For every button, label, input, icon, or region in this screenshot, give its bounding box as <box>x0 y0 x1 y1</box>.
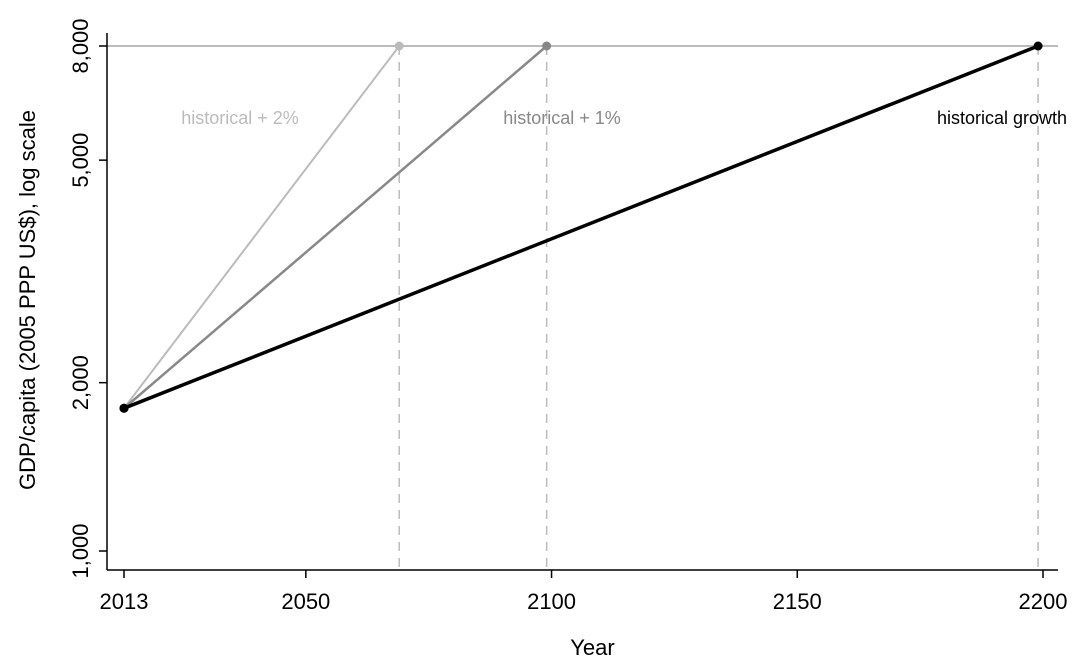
axes: 2013 2050 2100 2150 2200 1,000 2,000 5,000 8,000 <box>68 18 1067 614</box>
x-tick-label-2150: 2150 <box>773 589 822 614</box>
y-axis-title: GDP/capita (2005 PPP US$), log scale <box>15 110 40 490</box>
series-2-point-2 <box>542 41 552 51</box>
x-tick-label-2050: 2050 <box>281 589 330 614</box>
x-axis-title: Year <box>570 635 614 660</box>
series-lines <box>119 41 1043 413</box>
x-tick-label-2100: 2100 <box>527 589 576 614</box>
x-tick-label-2013: 2013 <box>100 589 149 614</box>
series-line-2 <box>123 45 548 410</box>
y-tick-label-2000: 2,000 <box>68 355 93 410</box>
series-line-1 <box>123 45 401 409</box>
series-line-3 <box>123 44 1039 410</box>
series-label-1: historical + 2% <box>181 108 299 128</box>
series-label-3: historical growth <box>937 108 1067 128</box>
y-tick-label-5000: 5,000 <box>68 133 93 188</box>
series-3-point-2 <box>1033 41 1043 51</box>
y-tick-label-1000: 1,000 <box>68 523 93 578</box>
series-label-2: historical + 1% <box>503 108 621 128</box>
origin-point <box>119 403 129 413</box>
series-1-point-2 <box>394 41 404 51</box>
reference-lines <box>107 45 1058 570</box>
x-tick-label-2200: 2200 <box>1019 589 1068 614</box>
series-labels: historical + 2% historical + 1% historical… <box>181 108 1067 128</box>
y-tick-label-8000: 8,000 <box>68 18 93 73</box>
